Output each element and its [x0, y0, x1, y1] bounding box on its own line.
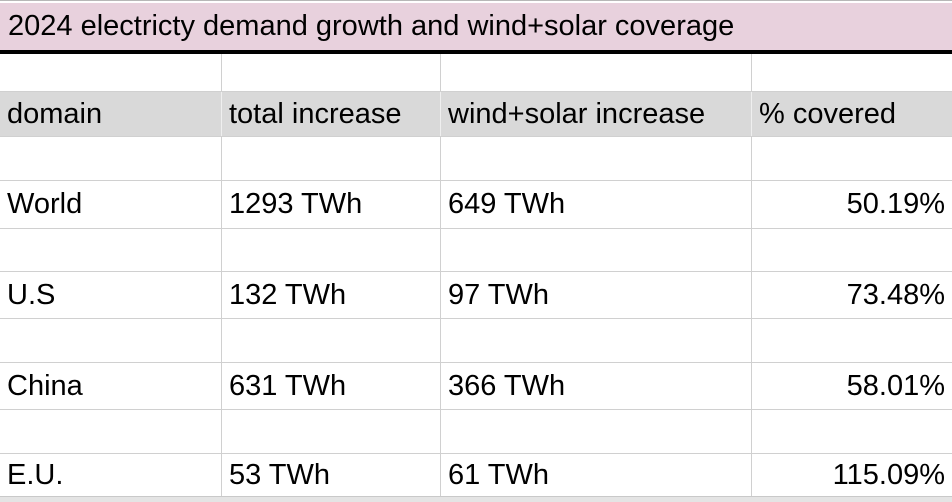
empty-cell[interactable]	[222, 229, 441, 271]
header-cell-domain[interactable]: domain	[0, 92, 222, 136]
cell-us-total[interactable]: 132 TWh	[222, 272, 441, 318]
cell-eu-covered[interactable]: 115.09%	[832, 458, 945, 491]
bottom-edge-strip	[0, 497, 952, 502]
empty-cell[interactable]	[222, 54, 441, 91]
cell-world-wind-solar[interactable]: 649 TWh	[441, 181, 752, 228]
table-header-row: domain total increase wind+solar increas…	[0, 92, 952, 137]
spacer-row	[0, 229, 952, 272]
cell-china-covered[interactable]: 58.01%	[846, 369, 945, 402]
cell-china-domain[interactable]: China	[0, 363, 222, 409]
empty-cell[interactable]	[441, 54, 752, 91]
cell-china-total[interactable]: 631 TWh	[222, 363, 441, 409]
empty-cell[interactable]	[0, 319, 222, 362]
spacer-row	[0, 54, 952, 92]
empty-cell[interactable]	[441, 319, 752, 362]
cell-eu-total[interactable]: 53 TWh	[222, 454, 441, 496]
empty-cell[interactable]	[752, 229, 952, 271]
empty-cell[interactable]	[752, 410, 952, 453]
cell-world-covered[interactable]: 50.19%	[846, 188, 945, 220]
empty-cell[interactable]	[752, 319, 952, 362]
empty-cell[interactable]	[222, 137, 441, 180]
cell-eu-wind-solar[interactable]: 61 TWh	[441, 454, 752, 496]
table-row-eu: E.U. 53 TWh 61 TWh 115.09%	[0, 454, 952, 497]
table-row-china: China 631 TWh 366 TWh 58.01%	[0, 363, 952, 410]
table-row-world: World 1293 TWh 649 TWh 50.19%	[0, 181, 952, 229]
cell-world-domain[interactable]: World	[0, 181, 222, 228]
empty-cell[interactable]	[0, 54, 222, 91]
sheet-title: 2024 electricty demand growth and wind+s…	[8, 10, 735, 42]
cell-china-wind-solar[interactable]: 366 TWh	[441, 363, 752, 409]
empty-cell[interactable]	[752, 137, 952, 180]
header-cell-percent-covered[interactable]: % covered	[752, 92, 952, 136]
cell-us-wind-solar[interactable]: 97 TWh	[441, 272, 752, 318]
empty-cell[interactable]	[222, 410, 441, 453]
empty-cell[interactable]	[0, 229, 222, 271]
empty-cell[interactable]	[441, 229, 752, 271]
cell-world-total[interactable]: 1293 TWh	[222, 181, 441, 228]
spacer-row	[0, 410, 952, 454]
empty-cell[interactable]	[441, 410, 752, 453]
empty-cell[interactable]	[0, 137, 222, 180]
title-bar[interactable]: 2024 electricty demand growth and wind+s…	[0, 3, 952, 54]
empty-cell[interactable]	[441, 137, 752, 180]
spacer-row	[0, 319, 952, 363]
cell-eu-domain[interactable]: E.U.	[0, 454, 222, 496]
spacer-row	[0, 137, 952, 181]
cell-us-domain[interactable]: U.S	[0, 272, 222, 318]
table-row-us: U.S 132 TWh 97 TWh 73.48%	[0, 272, 952, 319]
empty-cell[interactable]	[0, 410, 222, 453]
empty-cell[interactable]	[752, 54, 952, 91]
empty-cell[interactable]	[222, 319, 441, 362]
header-cell-wind-solar-increase[interactable]: wind+solar increase	[441, 92, 752, 136]
header-cell-total-increase[interactable]: total increase	[222, 92, 441, 136]
cell-us-covered[interactable]: 73.48%	[846, 278, 945, 311]
top-edge-strip	[0, 0, 952, 3]
